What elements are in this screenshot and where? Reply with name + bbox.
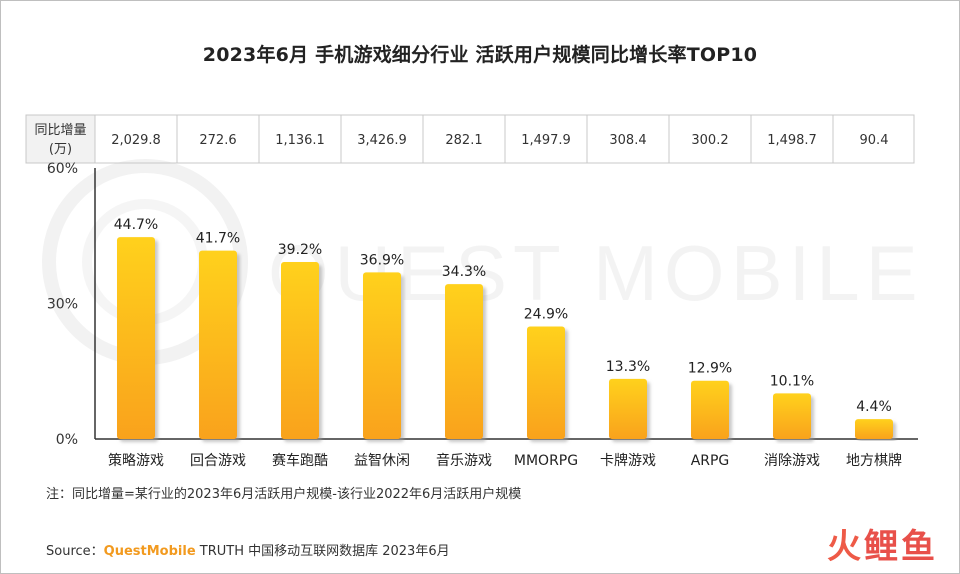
x-tick-label: 地方棋牌	[846, 452, 902, 469]
source-prefix: Source：	[46, 544, 104, 559]
data-label: 12.9%	[688, 361, 732, 377]
logo-part2: 鲤鱼	[864, 527, 938, 567]
logo-part1: 火	[827, 527, 864, 567]
table-cell: 282.1	[445, 133, 482, 148]
data-label: 34.3%	[442, 264, 486, 280]
bar	[855, 419, 893, 439]
x-tick-label: 消除游戏	[764, 453, 820, 469]
data-label: 36.9%	[360, 252, 404, 268]
table-header-cell	[25, 114, 96, 164]
x-tick-label: 回合游戏	[190, 453, 246, 469]
bar	[773, 393, 811, 439]
data-label: 4.4%	[856, 399, 892, 415]
data-label: 24.9%	[524, 307, 568, 323]
table-cell: 3,426.9	[357, 133, 407, 148]
table-cell: 300.2	[691, 133, 728, 148]
bar	[445, 284, 483, 439]
bar	[199, 250, 237, 439]
table-cell: 1,498.7	[767, 133, 817, 148]
bar	[363, 272, 401, 439]
table-cell: 308.4	[609, 133, 646, 148]
x-tick-label: 策略游戏	[108, 452, 164, 469]
x-tick-label: 赛车跑酷	[272, 452, 328, 469]
y-tick-label: 0%	[56, 432, 78, 448]
x-tick-label: 益智休闲	[354, 453, 410, 469]
bar	[527, 326, 565, 439]
data-label: 41.7%	[196, 231, 240, 247]
x-tick-label: MMORPG	[514, 453, 578, 469]
data-label: 10.1%	[770, 373, 814, 389]
bars: 44.7% 策略游戏 41.7% 回合游戏 39.2% 赛车跑酷 36.9% 益智休闲 34.3…	[108, 217, 902, 469]
bar	[117, 237, 155, 439]
source-brand: QuestMobile	[103, 544, 196, 559]
table-cell: 272.6	[199, 133, 236, 148]
bar	[281, 261, 319, 439]
bar	[691, 380, 729, 439]
y-tick-label: 30%	[47, 297, 78, 313]
x-tick-label: 卡牌游戏	[600, 452, 656, 469]
x-tick-label: ARPG	[691, 453, 730, 469]
source-rest: TRUTH 中国移动互联网数据库 2023年6月	[195, 544, 450, 559]
table-cell: 1,497.9	[521, 133, 571, 148]
table-cell: 2,029.8	[111, 133, 161, 148]
footnote: 注：同比增量=某行业的2023年6月活跃用户规模-该行业2022年6月活跃用户规…	[46, 487, 522, 502]
x-tick-label: 音乐游戏	[436, 452, 492, 469]
bar	[609, 378, 647, 439]
table-header-line1: 同比增量	[34, 123, 86, 138]
table-cell: 1,136.1	[275, 133, 325, 148]
data-label: 39.2%	[278, 242, 322, 258]
watermark: QUEST MOBILE	[42, 159, 918, 365]
increment-table: 同比增量 (万) 2,029.8 272.6 1,136.1 3,426.9 282.1 1,…	[25, 114, 915, 164]
data-label: 13.3%	[606, 359, 650, 375]
source-line: Source：QuestMobile TRUTH 中国移动互联网数据库 2023…	[46, 540, 450, 559]
data-label: 44.7%	[114, 217, 158, 233]
table-cell: 90.4	[860, 133, 889, 148]
logo: 火鲤鱼	[827, 519, 938, 568]
chart-title: 2023年6月 手机游戏细分行业 活跃用户规模同比增长率TOP10	[202, 44, 758, 66]
table-header-line2: (万)	[49, 142, 72, 157]
y-tick-label: 60%	[47, 161, 78, 177]
